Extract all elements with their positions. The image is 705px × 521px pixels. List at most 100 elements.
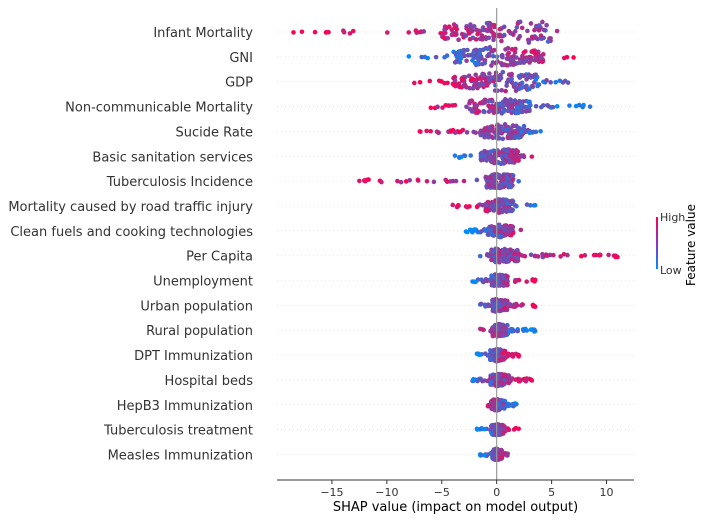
shap-point: [506, 224, 512, 230]
feature-label: Per Capita: [186, 250, 253, 265]
shap-point: [498, 181, 503, 187]
shap-point: [482, 426, 488, 432]
shap-points: [291, 19, 620, 463]
shap-point: [536, 23, 542, 28]
shap-point: [450, 103, 455, 108]
shap-point: [312, 29, 318, 35]
shap-point: [504, 201, 510, 206]
shap-point: [490, 99, 495, 104]
shap-point: [495, 88, 500, 94]
shap-point: [514, 255, 520, 261]
shap-point: [427, 78, 433, 84]
shap-point: [490, 424, 496, 430]
shap-point: [528, 21, 534, 26]
shap-point: [424, 179, 430, 184]
feature-label: Basic sanitation services: [92, 150, 253, 165]
shap-point: [299, 29, 305, 35]
shap-point: [508, 376, 513, 381]
x-axis-title: SHAP value (impact on model output): [333, 500, 578, 515]
shap-point: [446, 24, 452, 29]
shap-point: [591, 252, 597, 258]
shap-point: [489, 104, 494, 110]
shap-point: [544, 78, 549, 83]
shap-point: [490, 249, 496, 255]
shap-point: [501, 400, 506, 406]
shap-point: [291, 30, 296, 35]
shap-point: [514, 247, 520, 253]
shap-point: [511, 47, 516, 52]
shap-point: [533, 104, 539, 109]
shap-point: [452, 153, 458, 158]
shap-point: [509, 353, 514, 358]
shap-point: [512, 203, 518, 208]
shap-point: [538, 129, 543, 134]
shap-point: [510, 130, 515, 135]
x-tick-label: −15: [320, 486, 343, 499]
shap-point: [509, 105, 515, 110]
shap-point: [484, 202, 489, 208]
shap-point: [441, 35, 447, 40]
shap-point: [452, 25, 458, 30]
shap-point: [480, 100, 486, 106]
feature-label: DPT Immunization: [134, 349, 253, 364]
x-axis-ticks: −15 −10 −5 0 5 10: [320, 480, 614, 499]
shap-point: [503, 231, 509, 236]
shap-point: [561, 251, 567, 257]
shap-point: [490, 22, 496, 28]
feature-label: Unemployment: [153, 275, 253, 290]
shap-point: [485, 53, 490, 59]
shap-point: [546, 103, 551, 109]
shap-point: [481, 47, 486, 52]
shap-point: [474, 204, 480, 210]
shap-point: [531, 129, 536, 135]
colorbar: High Low Feature value: [656, 204, 698, 286]
shap-point: [491, 450, 496, 455]
shap-point: [510, 176, 516, 182]
shap-point: [458, 56, 464, 61]
shap-point: [496, 210, 501, 215]
shap-point: [459, 31, 465, 37]
shap-point: [509, 256, 515, 262]
shap-point: [506, 182, 511, 188]
shap-point: [529, 154, 535, 159]
shap-point: [540, 59, 545, 65]
shap-point: [499, 87, 505, 93]
shap-point: [491, 37, 496, 43]
feature-label: Rural population: [146, 324, 253, 339]
shap-point: [498, 429, 503, 434]
shap-point: [495, 123, 500, 128]
shap-point: [576, 102, 582, 108]
shap-point: [458, 154, 464, 160]
shap-point: [486, 154, 491, 159]
shap-point: [395, 178, 400, 184]
shap-point: [428, 128, 433, 134]
shap-point: [493, 70, 499, 76]
shap-point: [490, 279, 496, 285]
shap-point: [361, 178, 367, 183]
shap-point: [489, 63, 494, 68]
shap-point: [467, 204, 472, 209]
shap-point: [500, 357, 506, 362]
shap-point: [582, 253, 588, 258]
shap-point: [545, 39, 551, 44]
shap-point: [477, 36, 483, 42]
shap-point: [413, 28, 419, 33]
feature-label: Urban population: [140, 299, 253, 314]
shap-point: [517, 252, 523, 257]
shap-point: [457, 59, 463, 65]
shap-point: [431, 179, 437, 185]
shap-point: [497, 401, 502, 407]
shap-point: [490, 298, 495, 303]
shap-point: [418, 129, 423, 134]
shap-point: [500, 136, 506, 142]
shap-point: [565, 252, 570, 258]
shap-point: [489, 155, 495, 161]
shap-point: [516, 277, 522, 283]
shap-point: [465, 47, 470, 53]
shap-point: [606, 252, 611, 258]
shap-point: [519, 25, 525, 31]
shap-point: [516, 378, 522, 384]
shap-point: [526, 38, 532, 44]
shap-point: [476, 76, 482, 82]
